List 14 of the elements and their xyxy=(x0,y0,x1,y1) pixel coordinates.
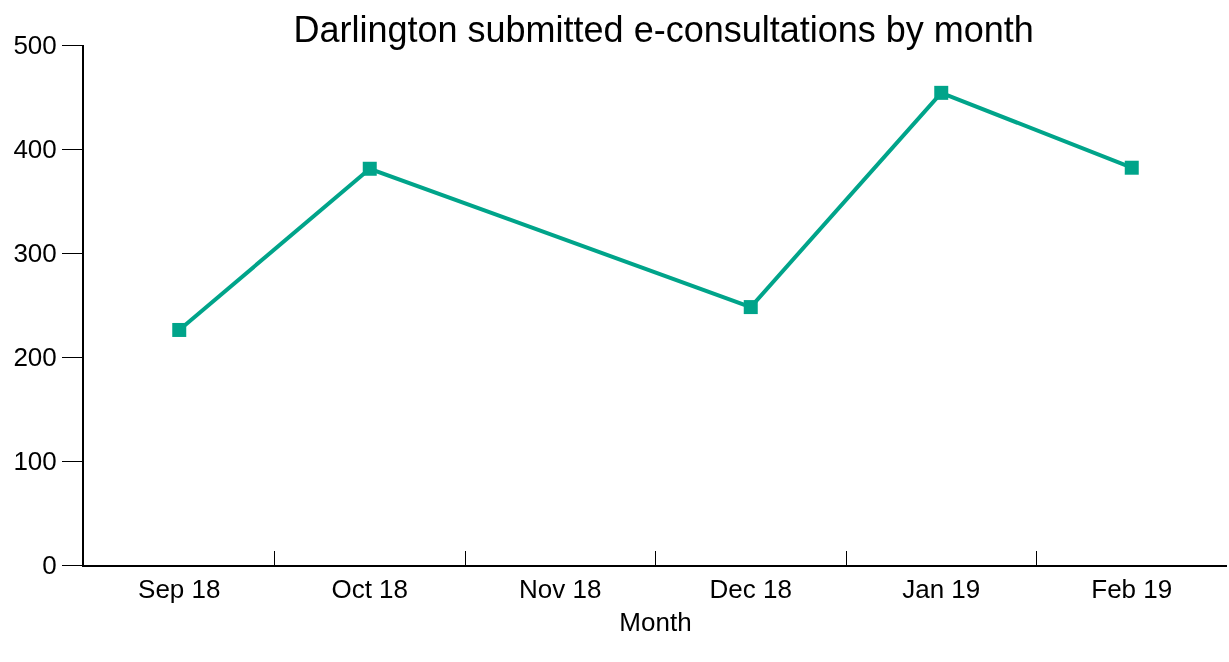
x-axis-title: Month xyxy=(619,607,692,638)
y-tick-label: 300 xyxy=(13,238,57,269)
y-tick-label: 200 xyxy=(13,342,57,373)
y-tick-label: 100 xyxy=(13,446,57,477)
y-tick-label: 0 xyxy=(42,550,57,581)
x-tick-label: Oct 18 xyxy=(331,574,409,605)
x-tick-label: Jan 19 xyxy=(902,574,981,605)
y-tick-label: 500 xyxy=(13,30,57,61)
x-tick-label: Feb 19 xyxy=(1091,574,1173,605)
x-tick-label: Nov 18 xyxy=(519,574,602,605)
y-tick-label: 400 xyxy=(13,134,57,165)
x-tick-label: Dec 18 xyxy=(709,574,792,605)
x-tick-label: Sep 18 xyxy=(138,574,221,605)
chart-title: Darlington submitted e-consultations by month xyxy=(293,9,1034,51)
